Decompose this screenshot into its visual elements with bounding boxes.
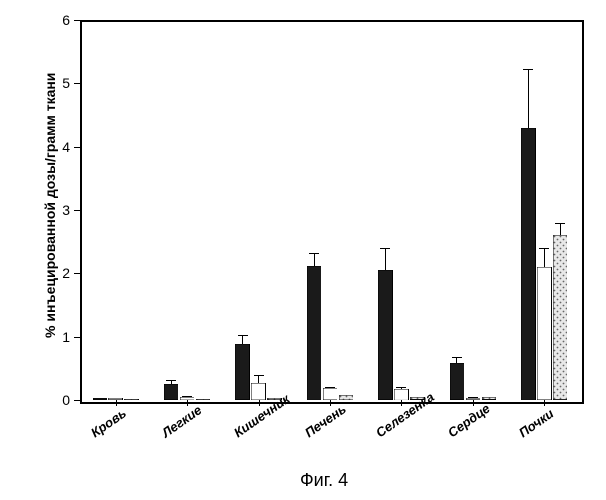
y-tick-mark — [74, 273, 80, 274]
error-bar-cap — [309, 253, 319, 254]
bar — [180, 397, 195, 400]
x-tick-label: Почки — [516, 406, 556, 441]
error-bar — [528, 69, 529, 127]
error-bar-cap — [325, 387, 335, 388]
error-bar-cap — [166, 380, 176, 381]
error-bar — [544, 248, 545, 267]
error-bar — [258, 375, 259, 383]
x-tick-mark — [116, 400, 117, 406]
x-tick-label: Кровь — [88, 405, 129, 440]
bar — [553, 235, 568, 400]
error-bar — [242, 335, 243, 344]
bar — [196, 399, 211, 400]
y-tick-mark — [74, 20, 80, 21]
x-tick-mark — [187, 400, 188, 406]
y-tick-label: 3 — [50, 202, 70, 218]
error-bar — [560, 223, 561, 236]
error-bar-cap — [523, 69, 533, 70]
y-tick-label: 2 — [50, 265, 70, 281]
error-bar-cap — [182, 396, 192, 397]
error-bar-cap — [380, 248, 390, 249]
bar — [251, 383, 266, 400]
x-tick-mark — [401, 400, 402, 406]
bar — [537, 267, 552, 400]
bar — [267, 398, 282, 400]
bar — [521, 128, 536, 400]
figure-caption: Фиг. 4 — [300, 470, 348, 491]
error-bar — [385, 248, 386, 270]
bar — [108, 398, 123, 400]
y-tick-mark — [74, 337, 80, 338]
plot-area — [80, 20, 584, 404]
error-bar-cap — [468, 397, 478, 398]
y-tick-mark — [74, 147, 80, 148]
y-tick-mark — [74, 400, 80, 401]
bar — [235, 344, 250, 400]
y-tick-mark — [74, 83, 80, 84]
error-bar — [314, 253, 315, 266]
bar — [164, 384, 179, 400]
x-tick-mark — [544, 400, 545, 406]
bar — [450, 363, 465, 400]
error-bar-cap — [555, 223, 565, 224]
bar — [410, 397, 425, 400]
bar — [482, 397, 497, 400]
x-tick-mark — [473, 400, 474, 406]
error-bar-cap — [254, 375, 264, 376]
y-tick-label: 5 — [50, 75, 70, 91]
chart-container: % инъецированной дозы/грамм ткани Фиг. 4… — [0, 0, 606, 500]
y-tick-label: 4 — [50, 139, 70, 155]
x-tick-label: Печень — [302, 401, 349, 440]
x-tick-label: Легкие — [159, 402, 204, 440]
error-bar-cap — [539, 248, 549, 249]
bar — [323, 388, 338, 400]
y-tick-label: 0 — [50, 392, 70, 408]
bar — [466, 398, 481, 400]
y-tick-label: 1 — [50, 329, 70, 345]
bar — [378, 270, 393, 400]
y-tick-label: 6 — [50, 12, 70, 28]
x-tick-mark — [330, 400, 331, 406]
bar — [124, 399, 139, 400]
bar — [307, 266, 322, 400]
bar — [93, 398, 108, 400]
bar — [394, 389, 409, 400]
x-tick-label: Сердце — [445, 401, 493, 441]
error-bar-cap — [238, 335, 248, 336]
x-tick-mark — [259, 400, 260, 406]
error-bar-cap — [396, 387, 406, 388]
bar — [339, 395, 354, 400]
error-bar-cap — [452, 357, 462, 358]
y-tick-mark — [74, 210, 80, 211]
